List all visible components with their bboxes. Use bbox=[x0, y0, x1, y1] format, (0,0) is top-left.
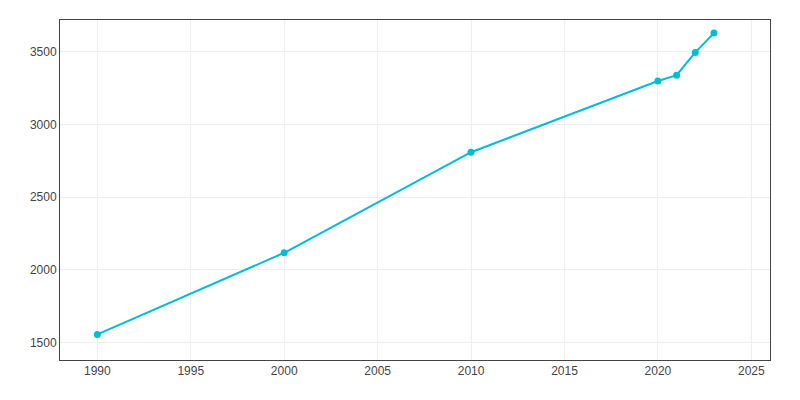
svg-text:2015: 2015 bbox=[551, 364, 578, 378]
svg-text:2000: 2000 bbox=[271, 364, 298, 378]
svg-text:1990: 1990 bbox=[84, 364, 111, 378]
svg-text:3500: 3500 bbox=[30, 45, 57, 59]
svg-text:2025: 2025 bbox=[738, 364, 765, 378]
svg-text:2020: 2020 bbox=[645, 364, 672, 378]
svg-text:2500: 2500 bbox=[30, 190, 57, 204]
svg-text:3000: 3000 bbox=[30, 118, 57, 132]
svg-text:1500: 1500 bbox=[30, 336, 57, 350]
svg-text:2010: 2010 bbox=[458, 364, 485, 378]
svg-text:2000: 2000 bbox=[30, 263, 57, 277]
svg-text:1995: 1995 bbox=[177, 364, 204, 378]
svg-text:2005: 2005 bbox=[364, 364, 391, 378]
